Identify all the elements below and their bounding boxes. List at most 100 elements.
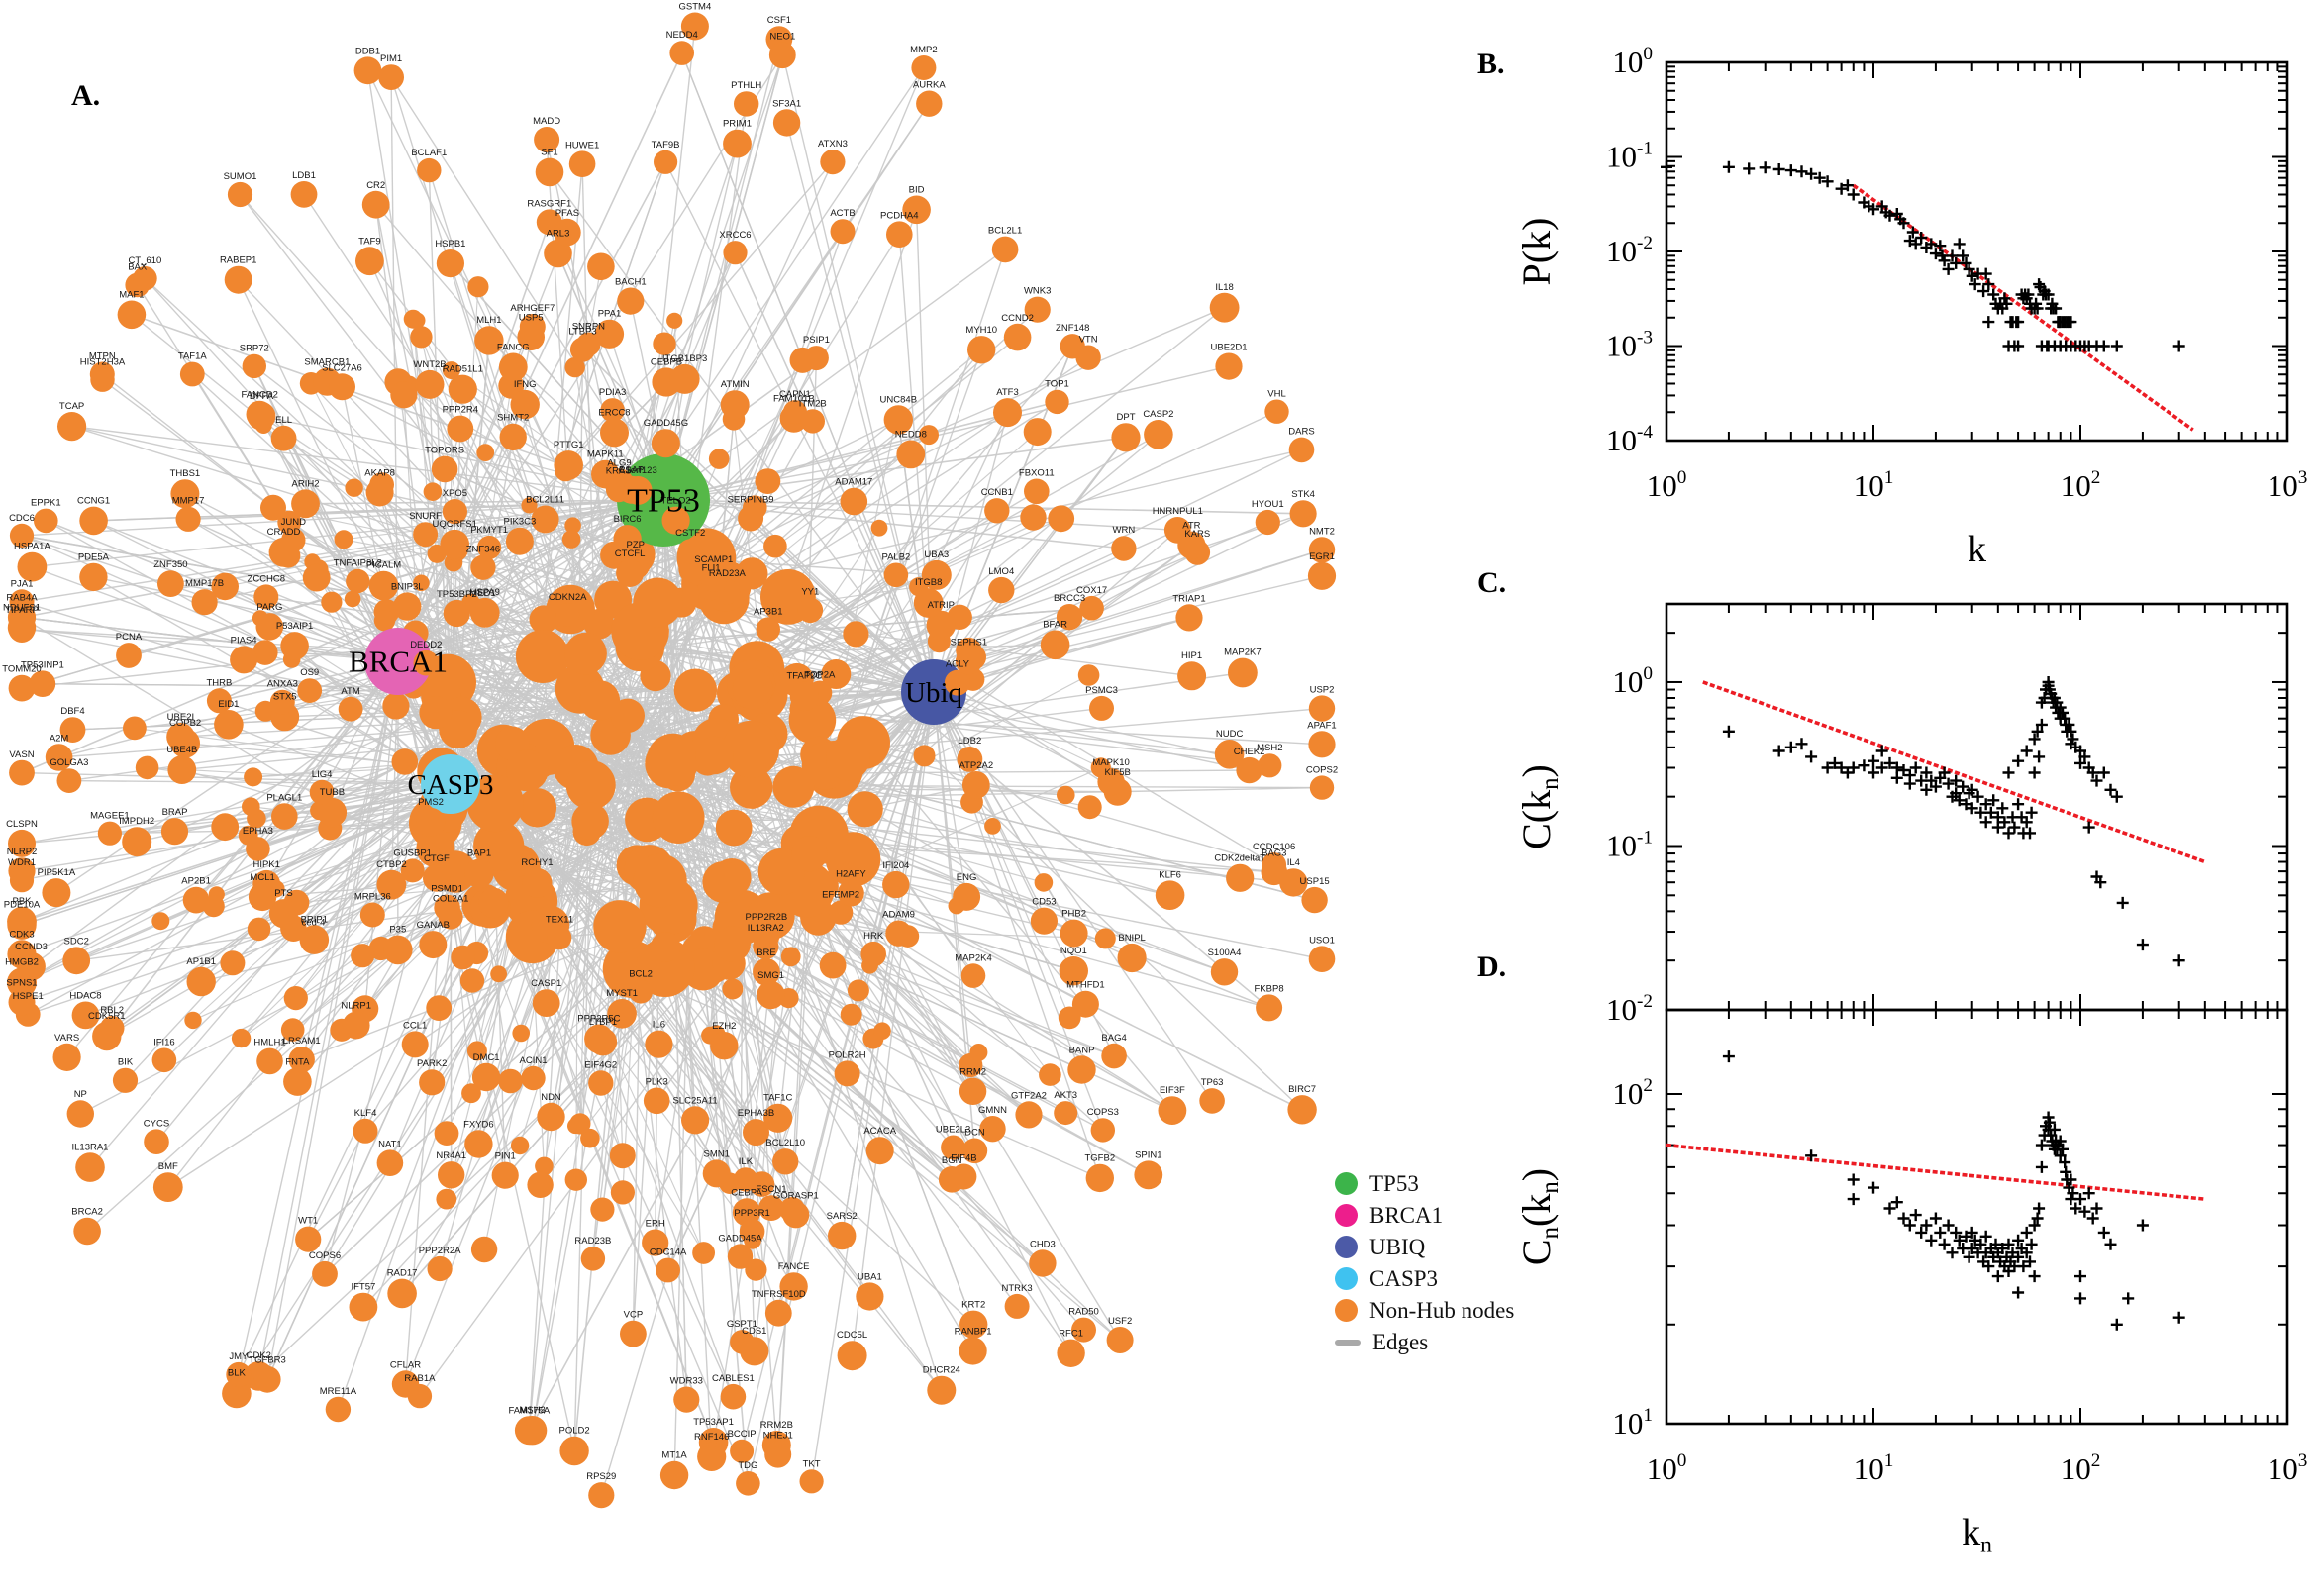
data-point [2074, 1292, 2086, 1305]
gene-label: TNFRSF10D [752, 1289, 806, 1300]
network-node [1199, 1088, 1225, 1114]
data-point [1960, 798, 1972, 811]
network-node [355, 247, 384, 276]
network-node [226, 1361, 252, 1388]
gene-label: CD53 [1032, 897, 1056, 908]
network-edge [450, 262, 664, 501]
gene-label: RPS29 [586, 1471, 616, 1482]
gene-label: MAP2K4 [955, 952, 992, 963]
gene-label: BCL2 [629, 969, 653, 980]
data-point [1821, 761, 1834, 774]
gene-label: JUND [281, 517, 306, 528]
network-node [695, 736, 734, 775]
network-edge [662, 39, 780, 501]
network-node [669, 41, 694, 65]
network-node [840, 1003, 862, 1026]
gene-label: GADD45G [644, 418, 688, 429]
network-node [564, 632, 607, 675]
data-point [2028, 766, 2041, 779]
gene-label: GUSBP1 [393, 848, 432, 858]
gene-label: MYH10 [965, 325, 997, 336]
scatter-points [1661, 160, 2185, 352]
network-node [609, 1143, 636, 1169]
gene-label: RAD17 [387, 1268, 418, 1279]
gene-label: COL2A1 [433, 894, 468, 905]
network-edge [184, 493, 399, 662]
network-node [633, 577, 683, 628]
data-point [1805, 1149, 1818, 1162]
network-node [191, 589, 218, 616]
data-point [1979, 798, 1992, 811]
data-point [1934, 240, 1947, 252]
network-node [763, 1103, 793, 1133]
x-tick-label: 103 [2268, 467, 2308, 503]
network-node [448, 374, 477, 404]
hub-label-casp3: CASP3 [407, 769, 493, 801]
network-edge [420, 337, 554, 939]
network-node [647, 733, 700, 787]
data-point [1987, 288, 2000, 301]
network-node [344, 590, 361, 608]
data-point [1953, 1234, 1966, 1247]
network-node [1288, 437, 1315, 463]
data-point [1868, 203, 1879, 216]
gene-label: ZNF346 [466, 545, 500, 555]
network-node [246, 837, 270, 861]
network-node [29, 670, 56, 697]
fit-line [1666, 1143, 2206, 1201]
data-point [1909, 1209, 1922, 1222]
data-point [2078, 1205, 2091, 1218]
gene-label: KLF6 [1159, 869, 1181, 880]
network-node [1215, 352, 1243, 380]
plot-frame [1665, 602, 2289, 1012]
data-point [1989, 1238, 2002, 1250]
gene-label: LTBP3 [568, 327, 596, 338]
legend-item-label: CASP3 [1369, 1265, 1439, 1291]
network-node [62, 947, 91, 975]
network-node [1256, 994, 1283, 1022]
legend-item-non-hub-nodes: Non-Hub nodes [1335, 1298, 1514, 1323]
network-node [1079, 595, 1104, 621]
network-node [431, 455, 458, 483]
plot-frame [1665, 1008, 2289, 1426]
data-point [2097, 340, 2110, 352]
network-node [1308, 946, 1336, 972]
legend-item-tp53: TP53 [1335, 1171, 1514, 1196]
gene-label: MADD [533, 116, 560, 127]
gene-label: CEBPA [731, 1187, 762, 1198]
network-node [753, 933, 779, 960]
network-node [442, 498, 467, 525]
network-edge [853, 501, 935, 693]
network-edge [734, 251, 935, 693]
network-node [1094, 928, 1116, 949]
data-point [2104, 1238, 2117, 1250]
network-node [179, 361, 205, 387]
network-node [758, 1195, 784, 1221]
network-edge [933, 691, 1046, 922]
gene-label: RASGRF1 [527, 198, 571, 209]
data-point [2035, 1139, 2048, 1151]
network-node [505, 527, 534, 555]
network-node [230, 646, 258, 674]
network-node [309, 779, 335, 805]
data-point [2057, 706, 2069, 719]
network-edge [416, 320, 598, 705]
hub-node-casp3 [421, 754, 480, 814]
network-node [440, 529, 470, 559]
gene-label: HDAC8 [69, 991, 101, 1002]
data-point [2024, 827, 2036, 840]
network-node [426, 995, 453, 1021]
gene-label: ATP2A2 [959, 760, 993, 771]
data-point [2012, 316, 2025, 329]
data-point [1960, 1230, 1972, 1243]
network-node [1015, 1101, 1043, 1129]
network-node [1089, 695, 1114, 721]
x-axis-label: kn [1962, 1512, 1992, 1558]
network-node [473, 820, 525, 871]
x-tick-label: 103 [2268, 1450, 2308, 1486]
data-point [1847, 1193, 1860, 1206]
gene-label: PSMD1 [431, 884, 463, 895]
gene-label: NLRP2 [7, 847, 38, 857]
network-edge [664, 443, 935, 693]
